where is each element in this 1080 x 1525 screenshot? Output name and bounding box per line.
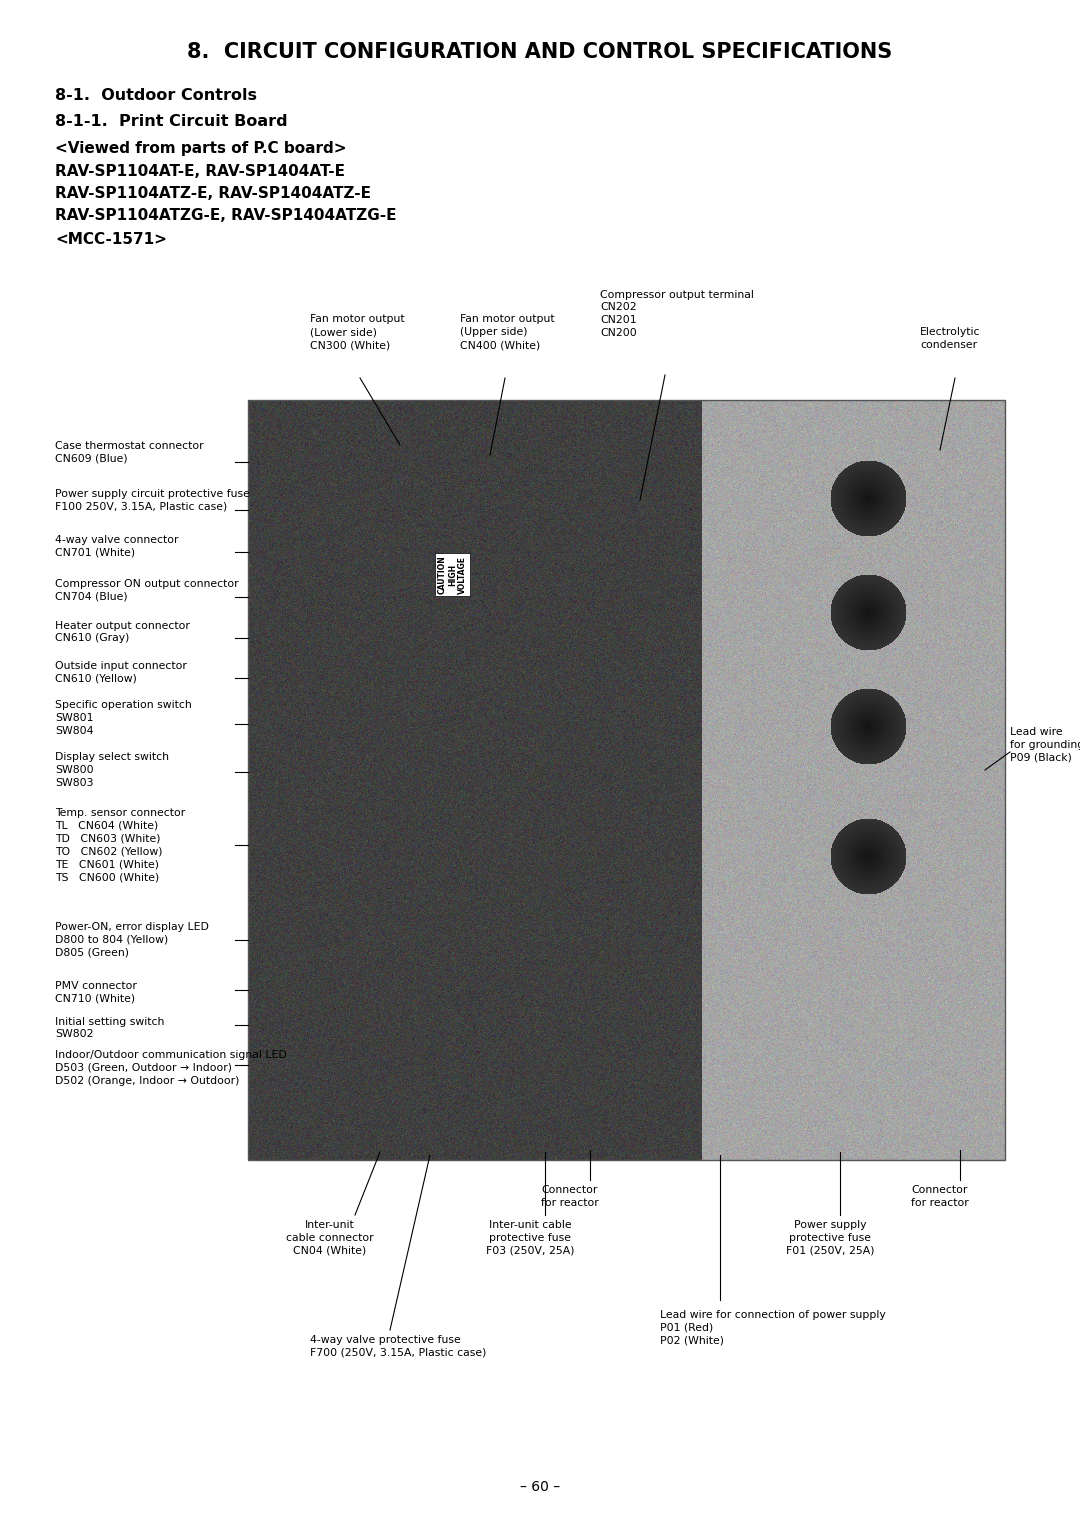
Text: Case thermostat connector
CN609 (Blue): Case thermostat connector CN609 (Blue) xyxy=(55,441,204,464)
Text: Connector
for reactor: Connector for reactor xyxy=(541,1185,599,1208)
Text: Power-ON, error display LED
D800 to 804 (Yellow)
D805 (Green): Power-ON, error display LED D800 to 804 … xyxy=(55,923,208,958)
Text: Inter-unit
cable connector
CN04 (White): Inter-unit cable connector CN04 (White) xyxy=(286,1220,374,1255)
Text: Indoor/Outdoor communication signal LED
D503 (Green, Outdoor → Indoor)
D502 (Ora: Indoor/Outdoor communication signal LED … xyxy=(55,1051,287,1086)
Text: Electrolytic
condenser: Electrolytic condenser xyxy=(920,328,981,351)
Text: 4-way valve connector
CN701 (White): 4-way valve connector CN701 (White) xyxy=(55,535,178,558)
Text: 8-1.  Outdoor Controls: 8-1. Outdoor Controls xyxy=(55,87,257,102)
Text: <MCC-1571>: <MCC-1571> xyxy=(55,232,167,247)
Text: PMV connector
CN710 (White): PMV connector CN710 (White) xyxy=(55,981,137,1003)
Text: Fan motor output
(Upper side)
CN400 (White): Fan motor output (Upper side) CN400 (Whi… xyxy=(460,314,555,351)
Text: Lead wire
for grounding
P09 (Black): Lead wire for grounding P09 (Black) xyxy=(1010,727,1080,762)
Text: Compressor output terminal
CN202
CN201
CN200: Compressor output terminal CN202 CN201 C… xyxy=(600,290,754,339)
Text: Specific operation switch
SW801
SW804: Specific operation switch SW801 SW804 xyxy=(55,700,192,735)
Text: Compressor ON output connector
CN704 (Blue): Compressor ON output connector CN704 (Bl… xyxy=(55,578,239,601)
Text: RAV-SP1104AT-E, RAV-SP1404AT-E: RAV-SP1104AT-E, RAV-SP1404AT-E xyxy=(55,165,345,180)
Text: Power supply
protective fuse
F01 (250V, 25A): Power supply protective fuse F01 (250V, … xyxy=(786,1220,874,1255)
Text: CAUTION
HIGH
VOLTAGE: CAUTION HIGH VOLTAGE xyxy=(437,555,468,595)
Text: Display select switch
SW800
SW803: Display select switch SW800 SW803 xyxy=(55,752,168,788)
Text: 8-1-1.  Print Circuit Board: 8-1-1. Print Circuit Board xyxy=(55,114,287,130)
Text: – 60 –: – 60 – xyxy=(519,1479,561,1494)
Text: 8.  CIRCUIT CONFIGURATION AND CONTROL SPECIFICATIONS: 8. CIRCUIT CONFIGURATION AND CONTROL SPE… xyxy=(187,43,893,63)
Text: Temp. sensor connector
TL   CN604 (White)
TD   CN603 (White)
TO   CN602 (Yellow): Temp. sensor connector TL CN604 (White) … xyxy=(55,808,186,881)
Text: Connector
for reactor: Connector for reactor xyxy=(912,1185,969,1208)
Text: Inter-unit cable
protective fuse
F03 (250V, 25A): Inter-unit cable protective fuse F03 (25… xyxy=(486,1220,575,1255)
Text: Initial setting switch
SW802: Initial setting switch SW802 xyxy=(55,1017,164,1040)
Text: RAV-SP1104ATZG-E, RAV-SP1404ATZG-E: RAV-SP1104ATZG-E, RAV-SP1404ATZG-E xyxy=(55,209,396,224)
Bar xyxy=(248,400,1005,1161)
Text: Lead wire for connection of power supply
P01 (Red)
P02 (White): Lead wire for connection of power supply… xyxy=(660,1310,886,1345)
Text: 4-way valve protective fuse
F700 (250V, 3.15A, Plastic case): 4-way valve protective fuse F700 (250V, … xyxy=(310,1334,486,1357)
Text: Heater output connector
CN610 (Gray): Heater output connector CN610 (Gray) xyxy=(55,621,190,644)
Text: <Viewed from parts of P.C board>: <Viewed from parts of P.C board> xyxy=(55,140,347,156)
Text: Power supply circuit protective fuse
F100 250V, 3.15A, Plastic case): Power supply circuit protective fuse F10… xyxy=(55,488,249,511)
Text: Outside input connector
CN610 (Yellow): Outside input connector CN610 (Yellow) xyxy=(55,660,187,683)
Text: Fan motor output
(Lower side)
CN300 (White): Fan motor output (Lower side) CN300 (Whi… xyxy=(310,314,405,351)
Text: RAV-SP1104ATZ-E, RAV-SP1404ATZ-E: RAV-SP1104ATZ-E, RAV-SP1404ATZ-E xyxy=(55,186,372,201)
